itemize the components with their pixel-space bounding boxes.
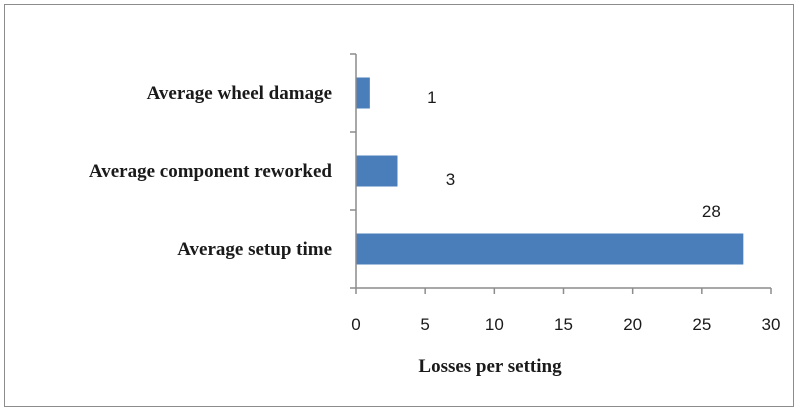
bar <box>356 233 744 265</box>
data-label: 28 <box>702 202 721 221</box>
x-tick-label: 25 <box>692 315 711 334</box>
x-axis-title: Losses per setting <box>418 356 562 377</box>
category-label: Average setup time <box>177 239 332 260</box>
x-tick-label: 0 <box>351 315 360 334</box>
x-tick-label: 10 <box>485 315 504 334</box>
category-label: Average component reworked <box>89 161 333 182</box>
x-tick-label: 30 <box>762 315 781 334</box>
category-label: Average wheel damage <box>147 83 332 104</box>
data-label: 1 <box>427 88 436 107</box>
labels-layer: 0 5 10 15 20 25 30 Average wheel damage 1 Average… <box>89 83 781 334</box>
bar <box>356 155 398 187</box>
axis-layer <box>350 53 772 294</box>
x-tick-label: 15 <box>554 315 573 334</box>
x-tick-label: 20 <box>623 315 642 334</box>
bar <box>356 77 370 109</box>
bars-layer <box>356 77 744 265</box>
x-tick-label: 5 <box>420 315 429 334</box>
chart-frame <box>4 4 794 407</box>
data-label: 3 <box>446 170 455 189</box>
